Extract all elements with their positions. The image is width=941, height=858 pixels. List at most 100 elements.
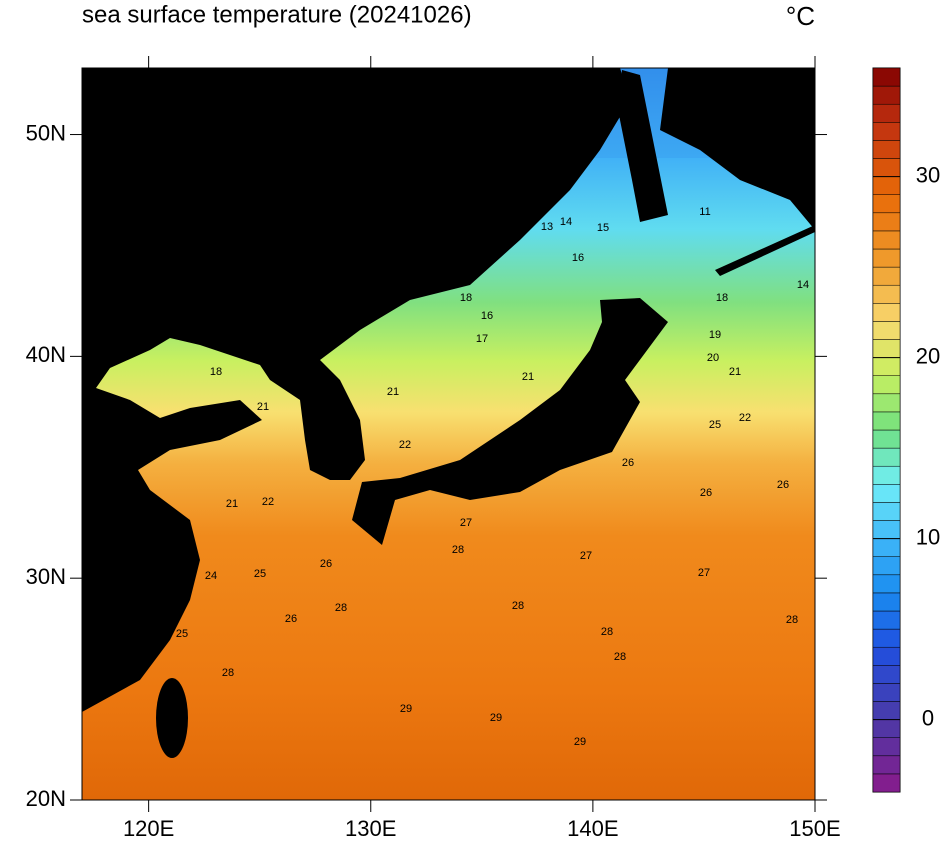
colorbar-box [872, 556, 901, 576]
contour-label: 15 [597, 222, 609, 234]
colorbar-box [872, 665, 901, 684]
x-tick-label: 140E [567, 816, 618, 841]
unit: °C [786, 1, 815, 31]
colorbar-box [872, 411, 901, 431]
colorbar-box [872, 140, 901, 159]
colorbar-label: 0 [922, 705, 934, 730]
colorbar-box [872, 212, 901, 232]
contour-label: 25 [254, 568, 266, 580]
contour-label: 22 [262, 496, 274, 508]
land-japan [352, 298, 668, 545]
contour-label: 28 [786, 614, 798, 626]
contour-label: 28 [335, 602, 347, 614]
colorbar-box [872, 67, 901, 87]
land-sakhalin [618, 70, 668, 222]
contour-label: 24 [205, 570, 217, 582]
colorbar-box [872, 103, 901, 123]
colorbar-box [872, 85, 901, 105]
colorbar-box [872, 339, 901, 358]
contour-label: 27 [698, 567, 710, 579]
contour-label: 21 [257, 401, 269, 413]
land-taiwan [156, 678, 188, 758]
title: sea surface temperature (20241026) [82, 1, 472, 28]
colorbar-box [872, 284, 901, 304]
colorbar-box [872, 592, 901, 612]
colorbar-box [872, 755, 901, 775]
contour-label: 14 [560, 216, 572, 228]
colorbar-box [872, 393, 901, 413]
contour-label: 8 [789, 139, 795, 151]
contour-label: 21 [226, 498, 238, 510]
contour-label: 28 [601, 626, 613, 638]
colorbar-box [872, 737, 901, 757]
colorbar-box [872, 683, 901, 702]
contour-label: 14 [797, 279, 809, 291]
contour-label: 22 [399, 439, 411, 451]
colorbar-box [872, 230, 901, 250]
contour-label: 11 [699, 206, 710, 218]
y-tick-label: 30N [26, 564, 66, 589]
contour-label: 21 [387, 386, 399, 398]
y-tick-label: 40N [26, 342, 66, 367]
contour-label: 28 [452, 544, 464, 556]
contour-label: 28 [614, 651, 626, 663]
contour-label: 16 [481, 310, 493, 322]
colorbar-box [872, 701, 901, 720]
contour-label: 27 [460, 517, 472, 529]
colorbar-box [872, 447, 901, 467]
colorbar-box [872, 773, 901, 793]
contour-label: 13 [541, 221, 553, 233]
colorbar-box [872, 176, 901, 195]
contour-label: 29 [400, 703, 412, 715]
contour-label: 18 [716, 292, 728, 304]
contour-label: 19 [709, 329, 721, 341]
colorbar-box [872, 520, 901, 539]
colorbar-box [872, 158, 901, 177]
colorbar-label: 10 [916, 524, 940, 549]
contour-label: 28 [512, 600, 524, 612]
y-tick-label: 50N [26, 120, 66, 145]
colorbar-label: 20 [916, 343, 940, 368]
contour-label: 18 [210, 366, 222, 378]
colorbar-box [872, 375, 901, 395]
colorbar-box [872, 502, 901, 521]
contour-label: 21 [729, 366, 741, 378]
colorbar-box [872, 357, 901, 376]
contour-label: 26 [320, 558, 332, 570]
contour-label: 22 [739, 412, 751, 424]
map-area: 6 8 10 11 14 18 19 20 21 22 25 26 26 26 27 27 27 28 28 28 28… [81, 67, 816, 801]
contour-label: 25 [709, 419, 721, 431]
colorbar-box [872, 610, 901, 630]
contour-label: 17 [476, 333, 488, 345]
contour-label: 21 [522, 371, 534, 383]
contour-label: 10 [736, 164, 748, 176]
colorbar-box [872, 719, 901, 738]
land-north-east [660, 68, 815, 230]
colorbar-box [872, 628, 901, 648]
x-tick-label: 130E [345, 816, 396, 841]
colorbar-box [872, 303, 901, 322]
contour-label: 29 [574, 736, 586, 748]
contour-label: 20 [707, 352, 719, 364]
contour-label: 6 [742, 82, 748, 94]
contour-label: 18 [460, 292, 472, 304]
contour-label: 27 [580, 550, 592, 562]
colorbar-box [872, 194, 901, 214]
contour-label: 26 [700, 487, 712, 499]
colorbar-box [872, 248, 901, 268]
contour-label: 26 [285, 613, 297, 625]
contour-label: 29 [490, 712, 502, 724]
contour-label: 28 [222, 667, 234, 679]
land-continent [82, 68, 630, 712]
colorbar-box [872, 429, 901, 449]
x-tick-label: 120E [123, 816, 174, 841]
colorbar-label: 30 [916, 162, 940, 187]
map-frame [81, 67, 816, 801]
colorbar-box [872, 321, 901, 340]
contour-label: 25 [176, 628, 188, 640]
colorbar-box [872, 465, 901, 485]
y-tick-label: 20N [26, 786, 66, 811]
colorbar-box [872, 574, 901, 594]
x-tick-label: 150E [789, 816, 840, 841]
